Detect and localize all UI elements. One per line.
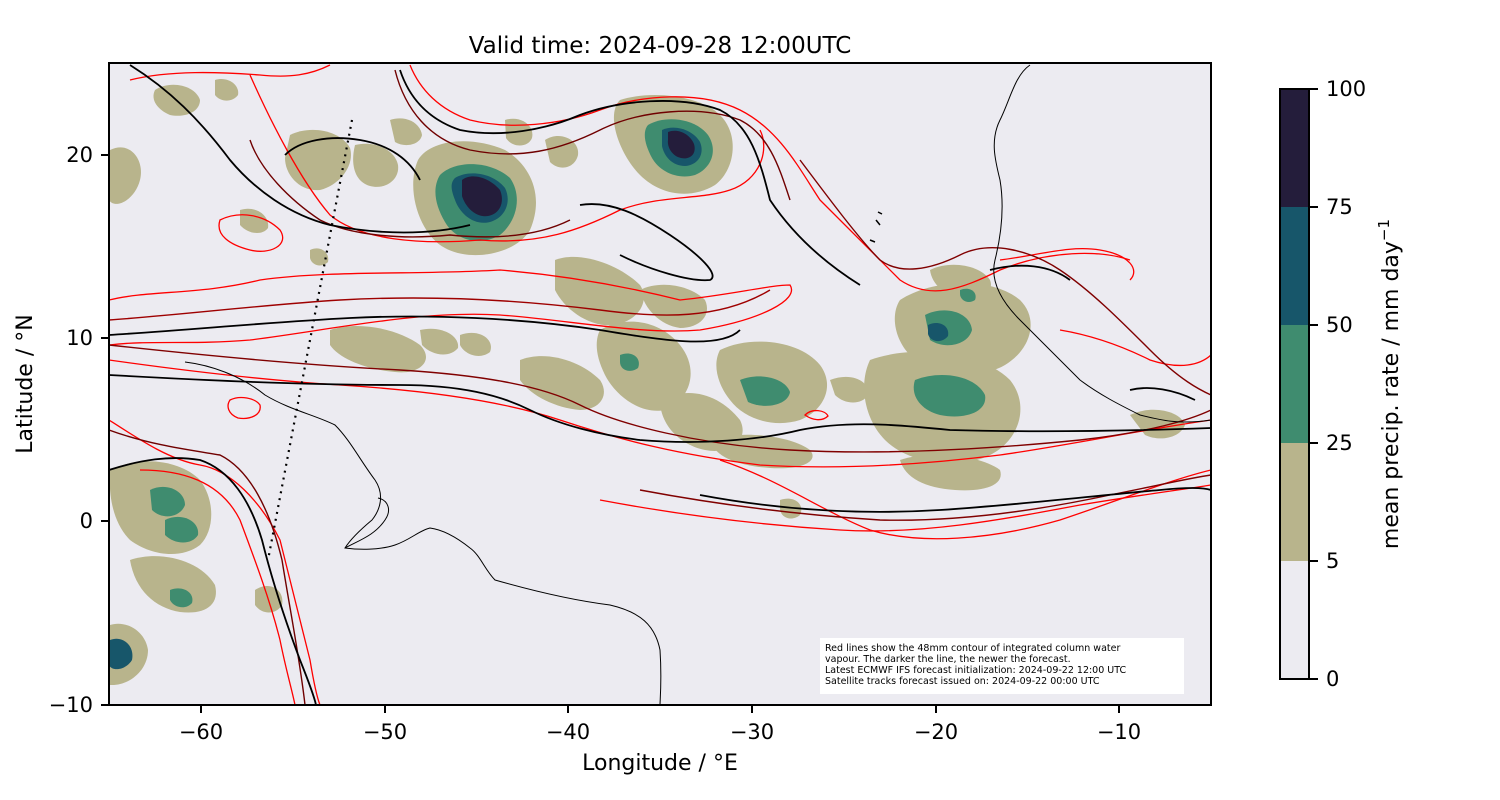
contour-red-9 (1059, 329, 1211, 367)
x-tick-label: −50 (363, 720, 407, 744)
contour-red-3 (599, 484, 1211, 532)
annotation-line-2: vapour. The darker the line, the newer t… (825, 654, 1071, 665)
y-axis-label: Latitude / °N (13, 314, 38, 453)
x-axis: −60 −50 −40 −30 −20 −10 Longitude / °E (179, 705, 1141, 776)
caribbean-island (344, 497, 389, 549)
contour-red-7 (109, 419, 321, 705)
y-tick-label: 0 (80, 509, 93, 533)
contour-darkred-2 (109, 344, 1211, 453)
south-america-coast (184, 361, 662, 705)
x-tick-label: −60 (179, 720, 223, 744)
contour-red-13 (129, 64, 331, 81)
colorbar-frame (1279, 88, 1310, 680)
annotation-line-3: Latest ECMWF IFS forecast initialization… (825, 665, 1126, 676)
colorbar-tick-label: 0 (1326, 667, 1339, 691)
contour-black-10 (1129, 387, 1196, 401)
contour-red-1 (109, 269, 793, 346)
x-tick-label: −40 (546, 720, 590, 744)
contour-red-5 (249, 74, 765, 243)
contour-darkred-6 (249, 139, 571, 238)
x-tick-label: −30 (730, 720, 774, 744)
africa-coast (993, 64, 1211, 423)
contour-red-8 (139, 469, 296, 705)
contour-black-4 (129, 64, 471, 234)
colorbar-tick-label: 50 (1326, 313, 1353, 337)
colorbar-label: mean precip. rate / mm day−1 (1375, 219, 1404, 549)
colorbar-tick-label: 25 (1326, 431, 1353, 455)
contour-red-6 (409, 64, 1131, 292)
colorbar-tick-label: 5 (1326, 549, 1339, 573)
precip-moderate-patches (150, 288, 986, 608)
colorbar-segment-5-25 (1280, 443, 1309, 561)
precip-cell-storm-north (613, 95, 733, 194)
annotation-line-4: Satellite tracks forecast issued on: 202… (825, 676, 1100, 687)
colorbar-segment-25-50 (1280, 325, 1309, 443)
contour-black-6 (579, 203, 714, 282)
colorbar-segment-0-5 (1280, 561, 1309, 679)
precip-fields (109, 79, 1185, 685)
y-tick-label: −10 (49, 693, 93, 717)
water-vapour-contours (109, 64, 1211, 705)
contour-darkred-3 (639, 474, 1211, 521)
colorbar-segment-75-100 (1280, 89, 1309, 207)
precip-cell-storm-west (413, 141, 536, 256)
contour-red-11 (227, 396, 261, 420)
contour-darkred-4 (394, 69, 791, 201)
contour-darkred-7 (799, 159, 1211, 396)
y-axis: 20 10 0 −10 Latitude / °N (13, 143, 109, 717)
contour-black-7 (109, 457, 317, 705)
precip-heavy-patches (109, 323, 949, 670)
contour-black-3 (699, 487, 1211, 513)
contour-darkred-5 (109, 429, 306, 705)
contour-red-14 (218, 214, 284, 252)
map-area: Red lines show the 48mm contour of integ… (109, 63, 1211, 705)
contour-black-8 (284, 137, 421, 181)
contour-black-5 (399, 69, 861, 286)
coastlines (184, 64, 1211, 705)
annotation-box: Red lines show the 48mm contour of integ… (820, 638, 1184, 694)
colorbar-tick-label: 100 (1326, 77, 1366, 101)
contour-red-10 (999, 247, 1135, 281)
x-axis-label: Longitude / °E (582, 751, 738, 776)
colorbar: 100 75 50 25 5 0 mean precip. rate / mm … (1279, 77, 1404, 691)
contour-red-12 (803, 409, 829, 421)
map-frame (108, 62, 1212, 706)
colorbar-segment-50-75 (1280, 207, 1309, 325)
y-tick-label: 10 (66, 326, 93, 350)
contour-black-2 (109, 374, 1211, 443)
cape-verde (869, 211, 883, 243)
contour-black-9 (989, 264, 1071, 281)
colorbar-tick-label: 75 (1326, 195, 1353, 219)
contour-darkred-1 (109, 289, 771, 321)
colorbar-label-text: mean precip. rate / mm day (1379, 241, 1404, 549)
y-tick-label: 20 (66, 143, 93, 167)
annotation-line-1: Red lines show the 48mm contour of integ… (825, 643, 1120, 654)
x-tick-label: −20 (914, 720, 958, 744)
plot-title: Valid time: 2024-09-28 12:00UTC (469, 33, 852, 59)
colorbar-label-superscript: −1 (1375, 219, 1393, 241)
contour-black-1 (109, 315, 741, 343)
x-tick-label: −10 (1097, 720, 1141, 744)
